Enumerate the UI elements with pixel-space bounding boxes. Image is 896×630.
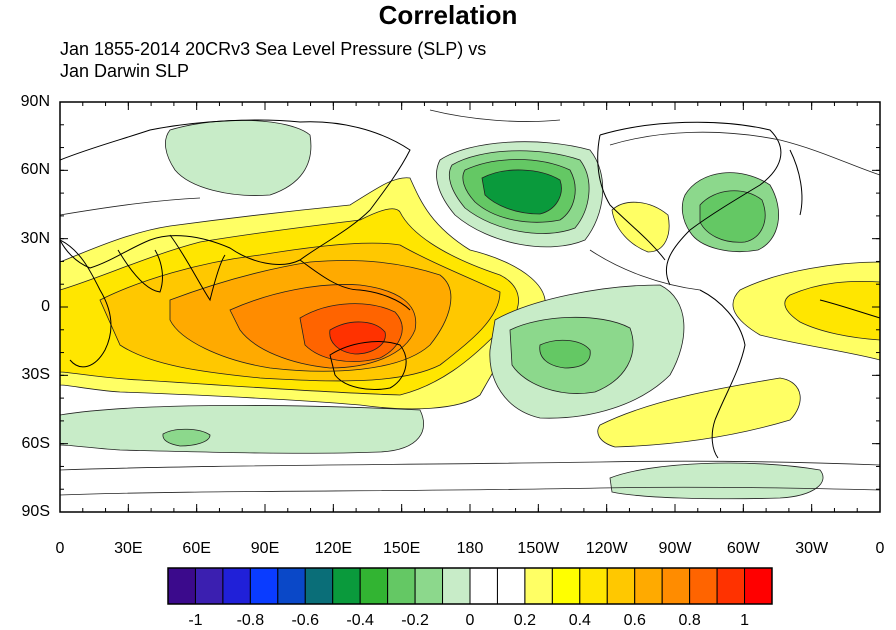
southern-ocean-negative-core bbox=[162, 428, 211, 447]
longitude-label: 30W bbox=[795, 540, 829, 557]
chart-title: Correlation bbox=[378, 0, 518, 30]
positive-region-peak bbox=[329, 321, 386, 355]
colorbar-label: 0.2 bbox=[513, 612, 537, 629]
colorbar-swatch bbox=[442, 567, 471, 605]
colorbar-swatch bbox=[304, 567, 334, 605]
colorbar-swatch bbox=[332, 567, 361, 605]
colorbar-label: -0.8 bbox=[236, 612, 265, 629]
longitude-label: 90E bbox=[250, 540, 280, 557]
latitude-label: 90N bbox=[20, 93, 50, 110]
colorbar-swatch bbox=[387, 567, 416, 605]
antarctic-negative bbox=[609, 462, 824, 500]
longitude-label: 60W bbox=[726, 540, 760, 557]
longitude-label: 180 bbox=[456, 540, 484, 557]
latitude-label: 0 bbox=[41, 298, 50, 315]
colorbar-label: -1 bbox=[188, 612, 203, 629]
colorbar-swatch bbox=[634, 567, 663, 605]
colorbar-label: -0.4 bbox=[346, 612, 374, 629]
colorbar-swatch bbox=[277, 567, 306, 605]
longitude-label: 120E bbox=[314, 540, 353, 557]
colorbar-swatch bbox=[222, 567, 251, 605]
longitude-label: 150W bbox=[517, 540, 560, 557]
colorbar-swatch bbox=[744, 567, 773, 605]
contour-lines bbox=[60, 109, 880, 496]
colorbar-swatch bbox=[167, 567, 196, 605]
latitude-label: 60S bbox=[21, 434, 50, 452]
map-fields bbox=[60, 102, 880, 512]
colorbar-swatch bbox=[579, 567, 608, 605]
colorbar-label: -0.2 bbox=[401, 612, 429, 629]
colorbar-label: 0.8 bbox=[678, 612, 701, 629]
colorbar-swatch bbox=[716, 567, 746, 605]
southern-ocean-negative bbox=[60, 405, 424, 454]
chart-subtitle: Jan 1855-2014 20CRv3 Sea Level Pressure … bbox=[60, 38, 486, 82]
latitude-label: 30N bbox=[20, 229, 50, 247]
latitude-label: 60N bbox=[20, 161, 50, 179]
colorbar-label: 0 bbox=[465, 612, 475, 629]
longitude-label: 0 bbox=[875, 540, 885, 557]
colorbar bbox=[167, 567, 773, 605]
north-pacific-negative-core bbox=[481, 169, 562, 215]
colorbar-swatch bbox=[496, 567, 526, 605]
siberia-negative bbox=[165, 119, 312, 196]
longitude-label: 0 bbox=[55, 540, 65, 557]
north-atlantic-negative-core bbox=[699, 190, 766, 243]
coastlines bbox=[60, 119, 880, 459]
colorbar-swatch bbox=[606, 567, 636, 605]
colorbar-swatch bbox=[551, 567, 581, 605]
subtitle-line-1: Jan 1855-2014 20CRv3 Sea Level Pressure … bbox=[60, 39, 487, 59]
colorbar-swatch bbox=[661, 567, 691, 605]
atlantic-positive-core bbox=[784, 280, 880, 341]
colorbar-swatch bbox=[359, 567, 389, 605]
colorbar-label: 0.4 bbox=[568, 612, 591, 629]
subtitle-line-2: Jan Darwin SLP bbox=[60, 61, 190, 81]
colorbar-frame bbox=[167, 567, 773, 605]
colorbar-label: 0.6 bbox=[623, 612, 646, 629]
axis-ticks bbox=[59, 101, 881, 513]
colorbar-swatch bbox=[524, 567, 553, 605]
colorbar-label: -0.6 bbox=[291, 612, 320, 629]
colorbar-swatch bbox=[414, 567, 444, 605]
latitude-label: 30S bbox=[21, 366, 50, 384]
south-atlantic-positive bbox=[597, 377, 801, 448]
longitude-label: 30E bbox=[114, 540, 143, 557]
colorbar-swatch bbox=[469, 567, 498, 605]
longitude-label: 90W bbox=[658, 540, 692, 557]
longitude-label: 150E bbox=[382, 540, 421, 557]
longitude-label: 60E bbox=[182, 540, 211, 557]
colorbar-label: 1 bbox=[740, 612, 749, 629]
colorbar-swatch bbox=[194, 567, 224, 605]
south-pacific-negative-core bbox=[539, 339, 591, 369]
caribbean-positive bbox=[611, 201, 670, 253]
latitude-label: 90S bbox=[21, 503, 50, 520]
longitude-label: 120W bbox=[585, 540, 628, 557]
colorbar-swatch bbox=[689, 567, 718, 605]
colorbar-swatch bbox=[249, 567, 279, 605]
